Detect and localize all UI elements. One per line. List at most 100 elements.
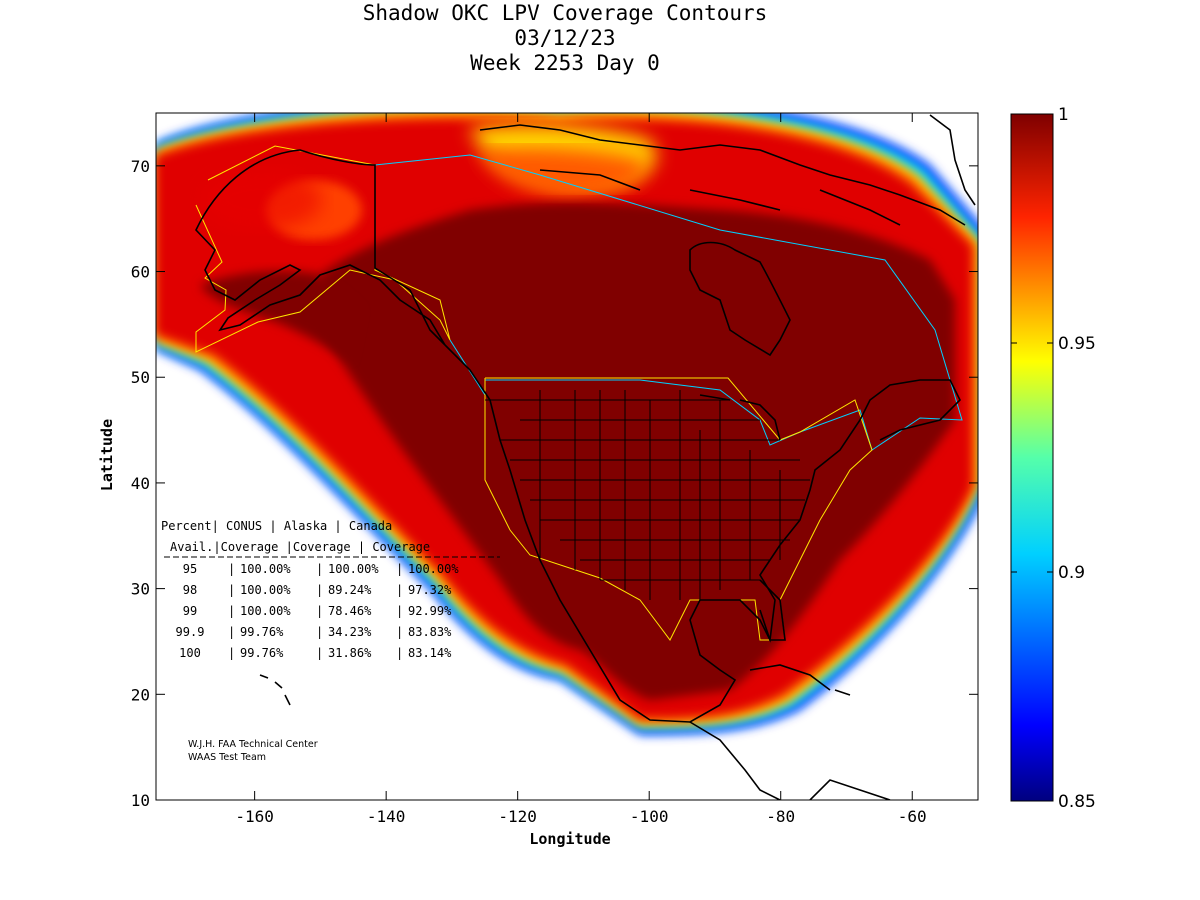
table-cell-separator: | <box>228 562 235 576</box>
coverage-table: Percent| CONUS | Alaska | Canada Avail.|… <box>161 519 500 660</box>
table-header-sep: | <box>212 519 226 533</box>
coast-florida <box>759 579 786 641</box>
coast-greenland <box>929 114 976 206</box>
colorbar <box>1010 113 1054 802</box>
x-axis: -160 -140 -120 -100 -80 -60 <box>235 113 927 826</box>
table-cell: 99.76% <box>240 646 284 660</box>
table-cell: 99 <box>183 604 197 618</box>
table-subheader-alaska: Coverage <box>293 540 351 554</box>
table-subheader-avail: Avail. <box>170 540 213 554</box>
y-tick-label: 40 <box>131 474 150 493</box>
x-tick-label: -60 <box>898 807 927 826</box>
y-axis: 10 20 30 40 50 60 70 <box>131 157 978 810</box>
x-axis-label: Longitude <box>529 830 610 848</box>
table-subheader-canada: Coverage <box>372 540 430 554</box>
table-subheader-sep: | <box>351 540 373 554</box>
table-header-row: Percent| CONUS | Alaska | Canada <box>161 519 392 533</box>
table-cell: 83.14% <box>408 646 452 660</box>
contour-alaska-red <box>202 170 322 230</box>
table-cell-separator: | <box>228 583 235 597</box>
table-subheader-row: Avail.|Coverage |Coverage | Coverage <box>170 540 430 554</box>
table-cell: 92.99% <box>408 604 452 618</box>
x-tick-label: -140 <box>367 807 406 826</box>
table-cell: 34.23% <box>328 625 372 639</box>
coast-great-lakes <box>699 394 781 441</box>
table-cell: 100.00% <box>240 604 291 618</box>
credit-line-2: WAAS Test Team <box>188 752 266 763</box>
contour-core-dark-red <box>320 202 955 701</box>
colorbar-ticks: 1 0.95 0.9 0.85 <box>1011 105 1096 812</box>
table-subheader-sep: | <box>213 540 220 554</box>
coast-hawaii <box>259 674 291 706</box>
table-cell: 31.86% <box>328 646 372 660</box>
table-cell: 95 <box>183 562 197 576</box>
table-cell: 98 <box>183 583 197 597</box>
y-tick-label: 60 <box>131 263 150 282</box>
table-header-conus: CONUS <box>226 519 262 533</box>
x-tick-label: -80 <box>766 807 795 826</box>
table-cell: 78.46% <box>328 604 372 618</box>
y-tick-label: 30 <box>131 580 150 599</box>
coast-hudson-bay <box>689 241 791 357</box>
y-tick-label: 20 <box>131 685 150 704</box>
table-cell-separator: | <box>316 562 323 576</box>
colorbar-tick-label: 0.95 <box>1058 334 1096 354</box>
y-tick-label: 70 <box>131 157 150 176</box>
table-subheader-conus: Coverage <box>221 540 279 554</box>
chart-title-line-3: Week 2253 Day 0 <box>470 51 660 75</box>
table-cell-separator: | <box>316 583 323 597</box>
table-rows: 95 100.00% 100.00% 100.00% | | | 98 100.00% 89.24… <box>176 562 460 660</box>
canada-service-border <box>374 154 963 451</box>
x-tick-label: -120 <box>498 807 537 826</box>
colorbar-tick-label: 1 <box>1058 105 1069 125</box>
table-header-alaska: Alaska <box>284 519 327 533</box>
table-cell-separator: | <box>396 583 403 597</box>
us-state-lines-path <box>485 390 810 600</box>
table-cell: 100 <box>179 646 201 660</box>
y-tick-label: 50 <box>131 368 150 387</box>
y-tick-label: 10 <box>131 791 150 810</box>
table-cell-separator: | <box>396 625 403 639</box>
colorbar-tick-label: 0.85 <box>1058 792 1096 812</box>
table-header-percent: Percent <box>161 519 212 533</box>
table-cell: 100.00% <box>240 583 291 597</box>
table-cell: 97.32% <box>408 583 452 597</box>
coast-caribbean <box>749 664 851 696</box>
colorbar-tick-label: 0.9 <box>1058 563 1085 583</box>
table-cell-separator: | <box>228 646 235 660</box>
chart-title-line-2: 03/12/23 <box>514 26 616 50</box>
x-tick-label: -160 <box>235 807 274 826</box>
table-cell: 100.00% <box>408 562 459 576</box>
table-cell-separator: | <box>396 604 403 618</box>
table-header-sep: | <box>262 519 284 533</box>
contour-north-orange <box>480 148 646 199</box>
table-cell-separator: | <box>316 625 323 639</box>
coast-arctic-islands <box>479 124 966 226</box>
contour-core-dark-red-west <box>200 271 360 360</box>
coast-central-america <box>689 721 891 800</box>
table-cell-separator: | <box>228 604 235 618</box>
table-cell-separator: | <box>316 604 323 618</box>
coverage-field <box>156 113 978 800</box>
y-axis-label: Latitude <box>98 419 116 491</box>
us-state-lines <box>485 390 810 600</box>
table-cell-separator: | <box>316 646 323 660</box>
table-cell: 99.76% <box>240 625 284 639</box>
table-cell: 83.83% <box>408 625 452 639</box>
table-subheader-sep: | <box>278 540 292 554</box>
table-cell: 100.00% <box>240 562 291 576</box>
table-cell: 89.24% <box>328 583 372 597</box>
table-header-sep: | <box>327 519 349 533</box>
credit-line-1: W.J.H. FAA Technical Center <box>188 739 318 750</box>
table-cell-separator: | <box>228 625 235 639</box>
plot-frame <box>155 112 979 801</box>
table-cell-separator: | <box>396 646 403 660</box>
chart-title-line-1: Shadow OKC LPV Coverage Contours <box>362 1 768 25</box>
table-cell: 99.9 <box>176 625 205 639</box>
table-cell: 100.00% <box>328 562 379 576</box>
x-tick-label: -100 <box>630 807 669 826</box>
table-header-canada: Canada <box>349 519 392 533</box>
coast-alaska <box>195 149 446 346</box>
table-cell-separator: | <box>396 562 403 576</box>
